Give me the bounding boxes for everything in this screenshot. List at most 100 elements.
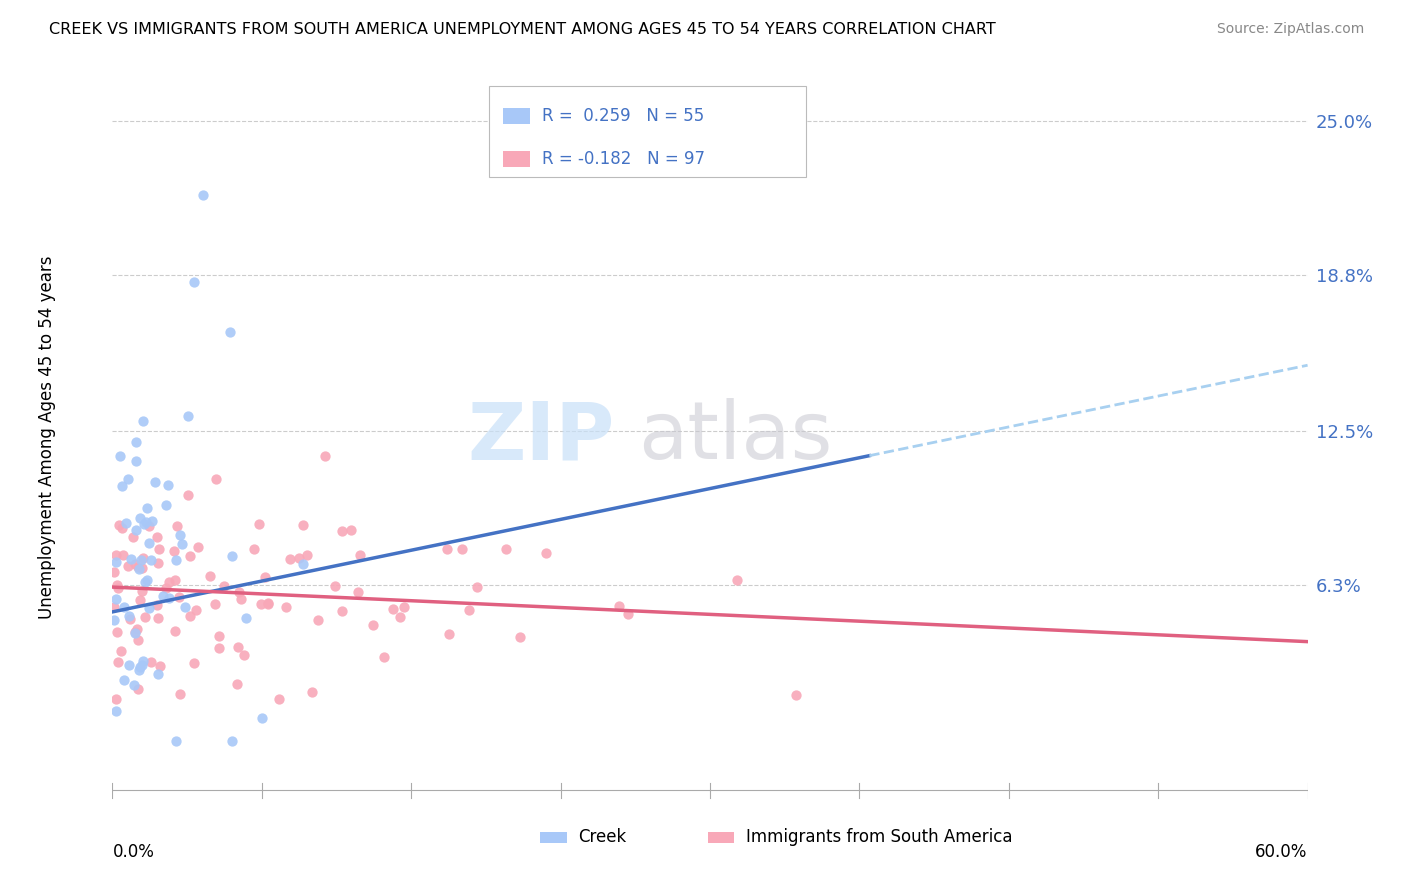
Text: ZIP: ZIP — [467, 398, 614, 476]
Point — [136, 500, 159, 515]
Point — [127, 632, 149, 647]
Point — [139, 553, 162, 567]
Point — [108, 450, 131, 464]
Point — [169, 687, 191, 701]
Point — [155, 581, 177, 595]
Point — [451, 542, 474, 557]
Point — [381, 601, 404, 615]
FancyBboxPatch shape — [489, 86, 806, 178]
Point — [124, 453, 146, 467]
Point — [104, 592, 127, 607]
Point — [163, 573, 186, 587]
Point — [148, 542, 170, 557]
Point — [287, 551, 309, 566]
Point — [301, 685, 323, 699]
Point — [291, 518, 314, 533]
Point — [465, 580, 488, 594]
Point — [110, 644, 132, 658]
Text: atlas: atlas — [638, 398, 832, 476]
Point — [212, 578, 235, 592]
Point — [128, 511, 150, 525]
Point — [138, 601, 160, 615]
Point — [458, 603, 481, 617]
Point — [232, 648, 254, 662]
Point — [332, 524, 354, 538]
Point — [250, 597, 273, 611]
Point — [103, 599, 125, 614]
Point — [135, 515, 157, 529]
Point — [122, 678, 145, 692]
Point — [191, 188, 214, 202]
Point — [120, 552, 142, 566]
Point — [439, 627, 461, 641]
Point — [105, 555, 128, 569]
Point — [134, 574, 156, 589]
Point — [152, 589, 174, 603]
Point — [131, 561, 153, 575]
Point — [231, 591, 253, 606]
Point — [117, 472, 139, 486]
Point — [208, 641, 231, 656]
Point — [165, 624, 187, 638]
Point — [129, 660, 152, 674]
Point — [253, 570, 276, 584]
Text: 60.0%: 60.0% — [1256, 843, 1308, 861]
Point — [146, 556, 169, 570]
Point — [177, 409, 200, 424]
Point — [129, 553, 152, 567]
Text: Creek: Creek — [579, 829, 627, 847]
Point — [124, 625, 146, 640]
Point — [145, 599, 167, 613]
Point — [111, 521, 134, 535]
Point — [394, 599, 416, 614]
Point — [131, 584, 153, 599]
Point — [183, 275, 205, 289]
Point — [242, 541, 264, 556]
Text: CREEK VS IMMIGRANTS FROM SOUTH AMERICA UNEMPLOYMENT AMONG AGES 45 TO 54 YEARS CO: CREEK VS IMMIGRANTS FROM SOUTH AMERICA U… — [49, 22, 995, 37]
Text: R = -0.182   N = 97: R = -0.182 N = 97 — [541, 151, 704, 169]
Point — [207, 629, 229, 643]
Point — [143, 475, 166, 489]
Point — [105, 704, 128, 718]
Point — [138, 536, 160, 550]
Point — [347, 585, 370, 599]
Point — [129, 593, 152, 607]
Point — [307, 613, 329, 627]
Point — [127, 560, 149, 574]
Point — [111, 548, 134, 562]
Point — [111, 479, 134, 493]
Point — [332, 604, 354, 618]
Point — [226, 677, 249, 691]
Point — [156, 477, 179, 491]
Point — [112, 599, 135, 614]
Point — [121, 530, 143, 544]
Point — [436, 542, 458, 557]
Point — [198, 569, 221, 583]
Point — [139, 655, 162, 669]
Point — [103, 613, 125, 627]
Point — [114, 673, 136, 687]
Point — [125, 434, 148, 449]
Point — [107, 582, 129, 596]
Point — [174, 599, 197, 614]
Point — [257, 598, 280, 612]
Point — [785, 689, 807, 703]
Point — [179, 609, 201, 624]
Text: 0.0%: 0.0% — [112, 843, 155, 861]
Point — [616, 607, 638, 622]
Point — [149, 658, 172, 673]
Point — [131, 414, 153, 428]
Point — [257, 596, 280, 610]
Point — [170, 537, 193, 551]
Point — [388, 610, 411, 624]
Point — [132, 550, 155, 565]
Point — [725, 573, 748, 587]
FancyBboxPatch shape — [707, 831, 734, 843]
FancyBboxPatch shape — [503, 152, 530, 168]
Point — [162, 543, 184, 558]
Point — [131, 657, 153, 672]
Point — [219, 325, 242, 339]
Point — [141, 514, 163, 528]
Point — [205, 472, 228, 486]
Point — [155, 498, 177, 512]
